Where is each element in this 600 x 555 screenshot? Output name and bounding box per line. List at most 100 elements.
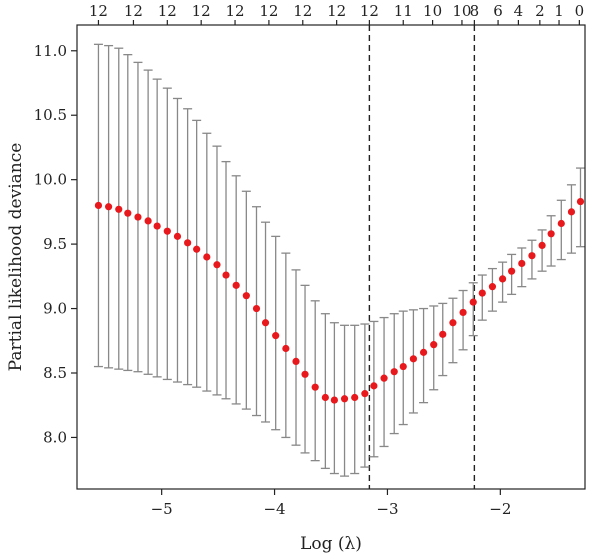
data-point [144, 217, 152, 225]
data-point [488, 283, 497, 291]
errorbar [556, 199, 566, 261]
errorbar [310, 300, 320, 462]
top-tick-label: 12 [259, 2, 278, 20]
data-point [222, 271, 230, 279]
top-axis: 12 12 12 12 12 12 12 12 12 11 10 108 6 4 2 1 0 [89, 2, 584, 25]
data-point [282, 344, 290, 353]
y-tick-label: 8.0 [43, 428, 67, 446]
data-point [528, 252, 536, 260]
errorbar [537, 229, 547, 272]
data-point [390, 368, 398, 376]
data-point [370, 382, 378, 390]
x-axis-title: Log (λ) [300, 534, 362, 554]
top-tick-label: 12 [89, 2, 108, 20]
y-tick-label: 10.5 [34, 106, 67, 124]
top-tick-label: 11 [394, 2, 413, 20]
data-point [430, 341, 438, 349]
x-axis: −5 −4 −3 −2 [151, 489, 511, 518]
errorbar [517, 247, 527, 288]
y-axis-title: Partial likelihood deviance [6, 143, 26, 372]
data-point [508, 267, 516, 275]
data-point [292, 357, 300, 365]
top-tick-label: 8 [470, 2, 480, 20]
data-point [184, 239, 192, 247]
errorbar [320, 313, 330, 470]
data-point [94, 201, 103, 210]
errorbar [575, 167, 585, 248]
data-point [261, 319, 270, 327]
top-tick-label: 10 [452, 2, 471, 20]
data-point [115, 205, 123, 213]
data-point [469, 298, 477, 306]
top-tick-label: 10 [423, 2, 442, 20]
data-point [232, 281, 240, 289]
errorbar [300, 284, 310, 454]
top-tick-label: 1 [554, 2, 564, 20]
data-point [449, 319, 457, 327]
top-tick-label: 12 [192, 2, 211, 20]
data-point [351, 393, 359, 402]
errorbar [468, 282, 478, 337]
data-point [272, 332, 280, 340]
data-point [409, 355, 418, 363]
errorbar [241, 190, 251, 410]
errorbar [221, 160, 231, 400]
y-tick-label: 9.5 [43, 235, 67, 253]
errorbar [231, 175, 241, 405]
errorbar [458, 289, 468, 351]
errorbar [438, 302, 448, 377]
x-tick-label: −2 [489, 500, 511, 518]
data-point [193, 245, 201, 253]
top-tick-label: 2 [535, 2, 545, 20]
data-point [547, 230, 555, 238]
top-tick-label: 12 [327, 2, 346, 20]
data-point [340, 395, 349, 403]
errorbar [566, 184, 576, 254]
y-tick-label: 11.0 [34, 42, 67, 60]
data-point [439, 330, 447, 338]
errorbar [546, 215, 556, 267]
data-point [538, 241, 546, 249]
data-point [124, 209, 132, 217]
y-axis: 8.0 8.5 9.0 9.5 10.0 10.5 11.0 [34, 42, 77, 446]
data-point [478, 289, 486, 297]
x-tick-label: −4 [263, 500, 285, 518]
data-point [419, 348, 428, 356]
data-point [330, 396, 338, 404]
plot-area [93, 25, 585, 489]
errorbar [202, 132, 212, 392]
errorbar [291, 269, 301, 446]
top-tick-label: 12 [124, 2, 143, 20]
y-tick-label: 9.0 [43, 300, 67, 318]
data-point [213, 261, 221, 269]
data-point [134, 213, 142, 221]
data-point [311, 383, 319, 391]
data-point [153, 222, 161, 230]
data-point [163, 227, 171, 235]
errorbar [172, 97, 182, 383]
errorbar [379, 316, 389, 448]
y-tick-label: 8.5 [43, 364, 67, 382]
data-point [242, 292, 250, 300]
errorbar [477, 274, 487, 321]
top-tick-label: 0 [575, 2, 585, 20]
errorbar [183, 108, 193, 386]
data-point [399, 362, 407, 371]
data-point [576, 197, 585, 206]
data-point [321, 393, 329, 402]
data-point [252, 304, 261, 313]
x-tick-label: −3 [376, 500, 398, 518]
data-point [459, 308, 467, 317]
data-point [567, 208, 576, 216]
errorbar [212, 145, 222, 396]
errorbar [527, 239, 537, 280]
data-point [361, 390, 369, 398]
top-tick-label: 4 [514, 2, 524, 20]
top-tick-label: 12 [158, 2, 177, 20]
errorbar [192, 119, 202, 388]
top-tick-label: 12 [225, 2, 244, 20]
y-tick-label: 10.0 [34, 171, 67, 189]
top-tick-label: 12 [293, 2, 312, 20]
data-point [173, 232, 182, 240]
